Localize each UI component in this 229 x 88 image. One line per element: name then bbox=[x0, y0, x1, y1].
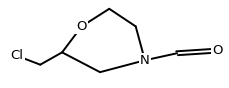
Text: O: O bbox=[76, 20, 87, 33]
Text: O: O bbox=[211, 44, 222, 57]
Text: N: N bbox=[139, 54, 149, 67]
Text: Cl: Cl bbox=[11, 49, 24, 62]
